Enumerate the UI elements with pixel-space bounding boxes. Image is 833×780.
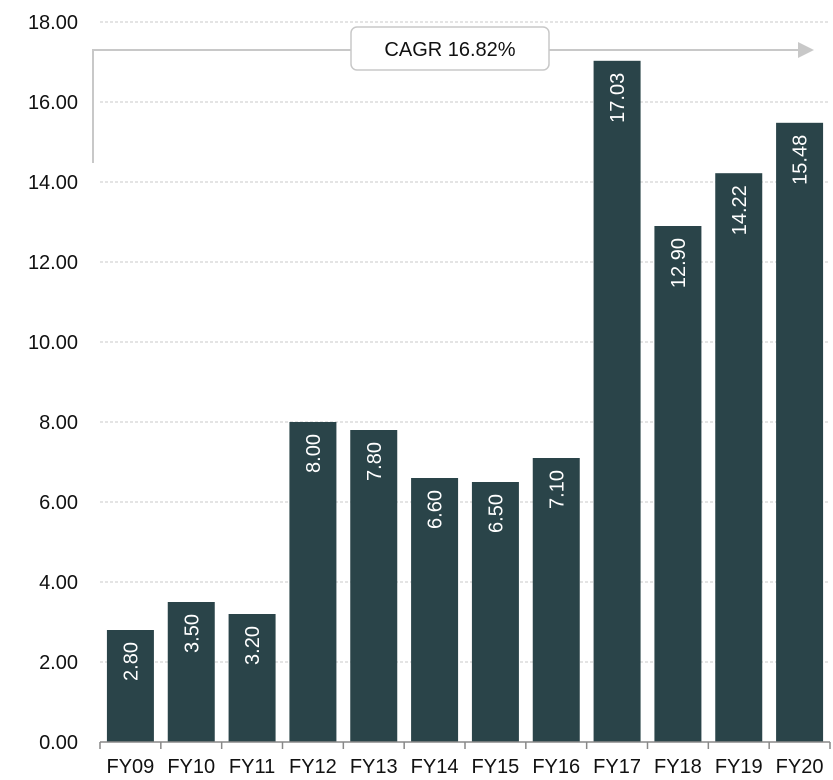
cagr-arrow-line	[92, 49, 800, 163]
bar-value-label: 12.90	[668, 238, 690, 288]
bar-value-label: 14.22	[729, 185, 751, 235]
x-category-label: FY18	[654, 756, 702, 778]
bar-fy16	[532, 458, 580, 742]
bar-value-label: 15.48	[790, 135, 812, 185]
y-tick-label: 16.00	[28, 92, 78, 114]
bar-value-label: 7.80	[364, 442, 386, 481]
bar-fy15	[471, 482, 519, 742]
bar-value-label: 2.80	[120, 642, 142, 681]
bar-fy09	[106, 630, 154, 742]
bar-fy14	[411, 478, 459, 742]
bar-fy11	[228, 614, 276, 742]
y-tick-label: 18.00	[28, 12, 78, 34]
y-tick-label: 0.00	[39, 732, 78, 754]
y-tick-label: 2.00	[39, 652, 78, 674]
x-category-label: FY16	[532, 756, 580, 778]
y-tick-label: 10.00	[28, 332, 78, 354]
x-axis	[99, 741, 831, 749]
x-category-label: FY13	[350, 756, 398, 778]
x-category-label: FY12	[289, 756, 337, 778]
bar-fy18	[654, 226, 702, 742]
cagr-arrow: CAGR 16.82%	[92, 26, 814, 163]
y-tick-label: 12.00	[28, 252, 78, 274]
bar-fy10	[167, 602, 215, 742]
x-category-label: FY09	[107, 756, 155, 778]
x-category-label: FY19	[715, 756, 763, 778]
y-tick-label: 8.00	[39, 412, 78, 434]
y-axis-ticks: 0.00 2.00 4.00 6.00 8.00 10.00 12.00 14.00 16.00…	[28, 12, 78, 754]
bar-fy20	[776, 122, 824, 743]
bars: 2.80 3.50 3.20 8.00 7.80 6.60 6.50 7.10 17.03 12.…	[106, 60, 824, 743]
bar-value-label: 6.60	[425, 490, 447, 529]
x-category-label: FY17	[593, 756, 641, 778]
y-tick-label: 6.00	[39, 492, 78, 514]
cagr-arrow-head	[798, 42, 814, 58]
bar-fy17	[593, 60, 641, 743]
bar-fy13	[350, 430, 398, 742]
y-tick-label: 4.00	[39, 572, 78, 594]
x-axis-categories: FY09 FY10 FY11 FY12 FY13 FY14 FY15 FY16 FY17 FY18…	[107, 756, 824, 778]
bar-value-label: 6.50	[485, 494, 507, 533]
gridlines	[100, 21, 830, 663]
bar-value-label: 3.50	[181, 614, 203, 653]
y-tick-label: 14.00	[28, 172, 78, 194]
bar-value-label: 8.00	[303, 434, 325, 473]
x-category-label: FY11	[229, 756, 275, 778]
cagr-callout-box	[350, 26, 550, 71]
x-category-label: FY15	[472, 756, 520, 778]
x-category-label: FY14	[411, 756, 459, 778]
bar-fy12	[289, 422, 337, 742]
bar-value-label: 17.03	[607, 73, 629, 123]
x-category-label: FY10	[167, 756, 215, 778]
bar-fy19	[715, 173, 763, 742]
cagr-callout-label: CAGR 16.82%	[384, 39, 515, 61]
bar-value-label: 3.20	[242, 626, 264, 665]
x-category-label: FY20	[776, 756, 824, 778]
bar-value-label: 7.10	[546, 470, 568, 509]
